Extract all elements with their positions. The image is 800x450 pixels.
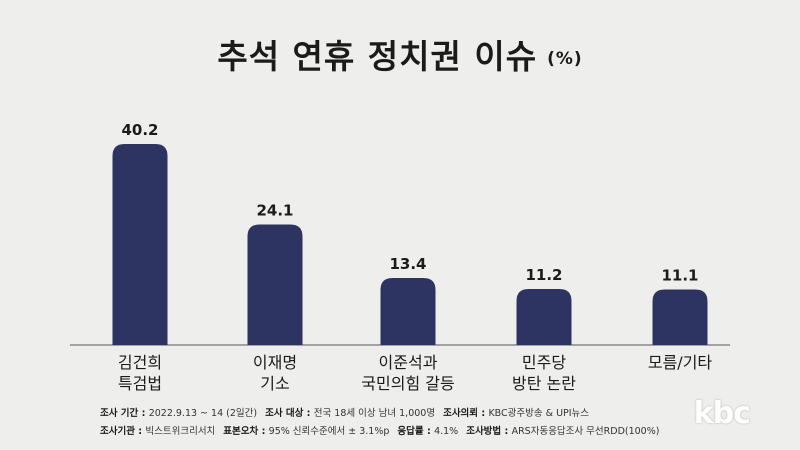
footer2-value-3: ARS자동응답조사 무선RDD(100%) — [511, 426, 660, 437]
value-label-0: 40.2 — [121, 121, 158, 139]
category-label-4-line-0: 모름/기타 — [647, 353, 713, 372]
chart-title: 추석 연휴 정치권 이슈 (%) — [0, 30, 800, 78]
category-label-3-line-0: 민주당 — [521, 353, 567, 372]
value-label-4: 11.1 — [661, 267, 698, 285]
kbc-logo: kbc — [693, 396, 751, 431]
category-label-0-line-0: 김건희 — [117, 353, 163, 372]
bar-4 — [652, 289, 708, 345]
footer2-label-2: 응답률 : — [397, 426, 435, 437]
footer1-label-0: 조사 기간 : — [100, 408, 149, 419]
footer2-label-3: 조사방법 : — [466, 426, 512, 437]
category-label-4: 모름/기타 — [605, 352, 755, 373]
category-label-0-line-1: 특검법 — [117, 374, 163, 393]
value-label-2: 13.4 — [389, 255, 426, 273]
category-label-2-line-1: 국민의힘 갈등 — [361, 374, 455, 393]
footer-line-1: 조사 기간 : 2022.9.13 ~ 14 (2일간) 조사 대상 : 전국 1… — [100, 405, 597, 419]
bar-1 — [247, 224, 303, 345]
footer2-value-0: 빅스트위크리서치 — [145, 426, 216, 437]
footer1-value-2: KBC광주방송 & UPI뉴스 — [488, 408, 590, 419]
category-label-3-line-1: 방탄 논란 — [512, 374, 576, 393]
footer1-label-2: 조사의뢰 : — [443, 408, 489, 419]
footer2-value-1: 95% 신뢰수준에서 ± 3.1%p — [268, 426, 390, 437]
bar-3 — [516, 289, 572, 345]
footer1-label-1: 조사 대상 : — [265, 408, 314, 419]
chart-title-text: 추석 연휴 정치권 이슈 — [217, 37, 538, 76]
category-label-1-line-0: 이재명 — [252, 353, 298, 372]
bar-0 — [112, 144, 168, 345]
value-label-1: 24.1 — [256, 202, 293, 220]
footer2-value-2: 4.1% — [434, 426, 459, 437]
category-label-2-line-0: 이준석과 — [378, 353, 438, 372]
value-label-3: 11.2 — [525, 266, 562, 284]
footer1-value-1: 전국 18세 이상 남녀 1,000명 — [313, 408, 436, 419]
unit-label: (%) — [547, 48, 583, 69]
footer2-label-1: 표본오차 : — [223, 426, 269, 437]
footer-line-2: 조사기관 : 빅스트위크리서치 표본오차 : 95% 신뢰수준에서 ± 3.1%p… — [100, 423, 667, 437]
footer1-value-0: 2022.9.13 ~ 14 (2일간) — [148, 408, 258, 419]
category-label-1-line-1: 기소 — [260, 374, 290, 393]
footer2-label-0: 조사기관 : — [100, 426, 146, 437]
bar-2 — [380, 278, 436, 345]
